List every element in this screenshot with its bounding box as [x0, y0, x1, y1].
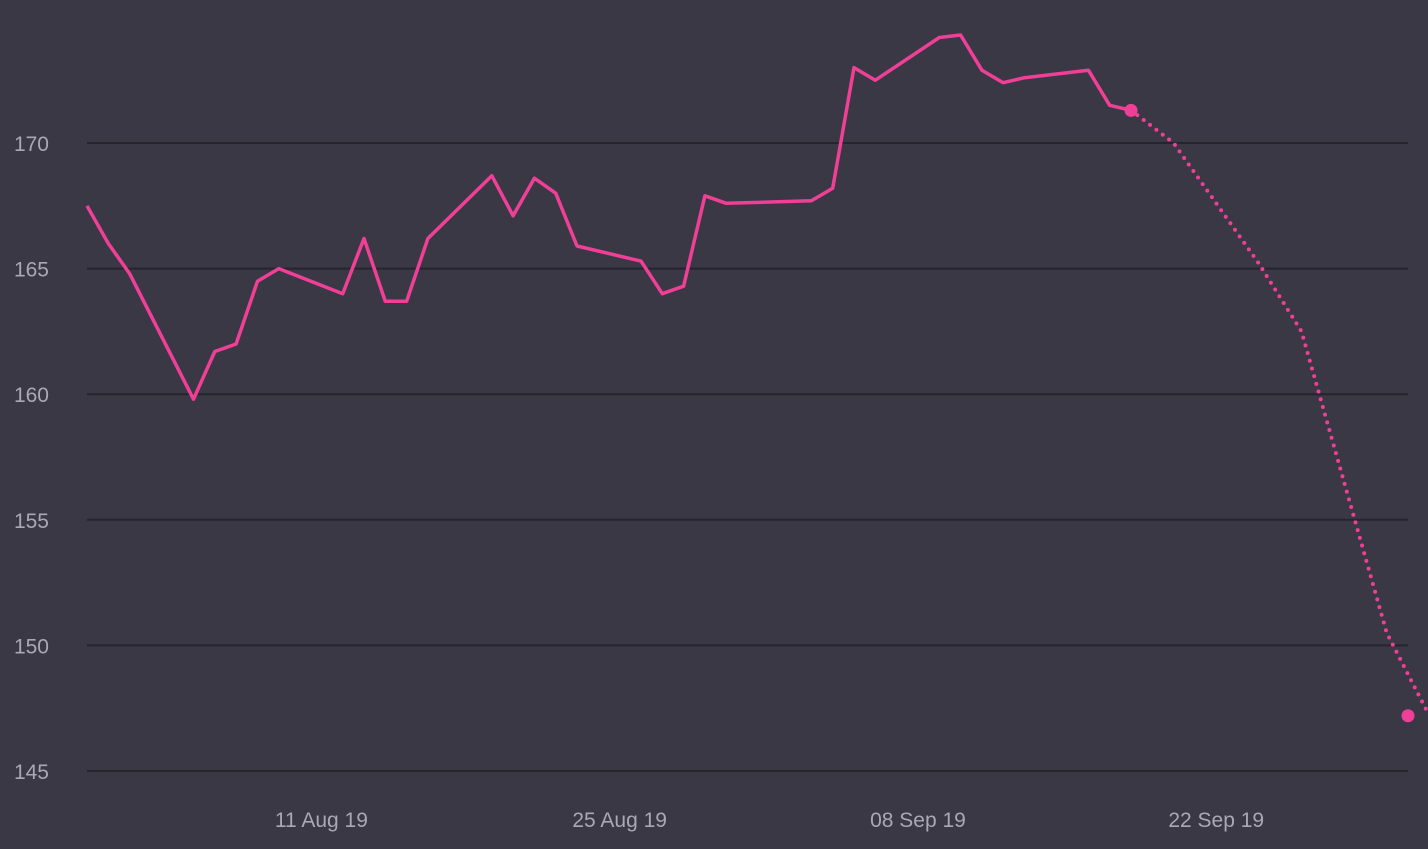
forecast-start-point — [1124, 103, 1138, 117]
x-tick-label: 22 Sep 19 — [1168, 809, 1264, 832]
forecast-end-point — [1401, 709, 1415, 723]
y-axis-ticks: 170 165 160 155 150 145 — [14, 133, 49, 784]
x-axis-ticks: 11 Aug 19 25 Aug 19 08 Sep 19 22 Sep 19 — [275, 809, 1264, 832]
y-tick-label: 165 — [14, 259, 49, 282]
y-tick-label: 155 — [14, 510, 49, 533]
y-tick-label: 170 — [14, 133, 49, 156]
price-series — [85, 33, 1428, 723]
y-tick-label: 145 — [14, 761, 49, 784]
forecast-line — [1129, 108, 1428, 718]
y-tick-label: 160 — [14, 384, 49, 407]
gridlines — [87, 142, 1408, 772]
history-line — [85, 33, 1132, 401]
x-tick-label: 08 Sep 19 — [870, 809, 966, 832]
x-tick-label: 25 Aug 19 — [572, 809, 667, 832]
y-tick-label: 150 — [14, 635, 49, 658]
x-tick-label: 11 Aug 19 — [275, 809, 368, 832]
